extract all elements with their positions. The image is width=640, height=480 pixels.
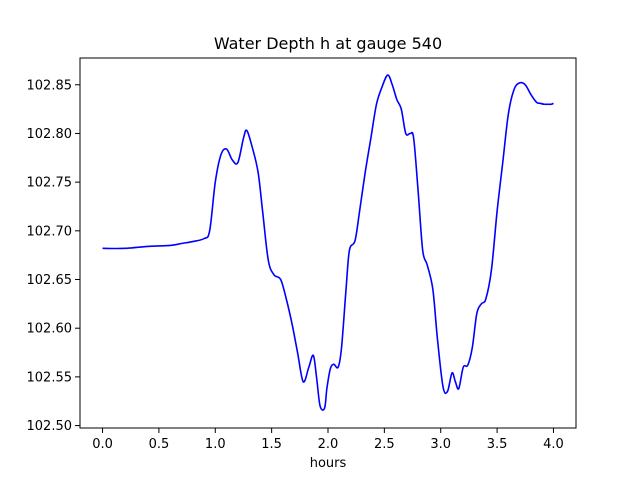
x-tick-label: 3.0 (430, 437, 451, 452)
x-tick-label: 1.0 (205, 437, 226, 452)
plot-layer (102, 74, 554, 411)
x-tick-label: 0.0 (92, 437, 113, 452)
y-tick-label: 102.55 (27, 370, 73, 385)
y-tick-label: 102.85 (27, 78, 73, 93)
x-tick-label: 0.5 (149, 437, 170, 452)
x-axis-label: hours (310, 456, 347, 471)
plot-frame (79, 57, 577, 429)
x-tick-label: 2.5 (374, 437, 395, 452)
y-tick-label: 102.75 (27, 176, 73, 191)
y-tick-label: 102.80 (27, 127, 73, 142)
x-axis: 0.0 0.5 1.0 1.5 2.0 2.5 3.0 3.5 4.0 (92, 428, 564, 452)
x-tick-label: 1.5 (261, 437, 282, 452)
x-tick-label: 2.0 (318, 437, 339, 452)
y-axis: 102.50 102.55 102.60 102.65 102.70 102.75 102.… (27, 78, 80, 434)
y-tick-label: 102.50 (27, 419, 73, 434)
y-tick-label: 102.70 (27, 224, 73, 239)
series-line (102, 74, 554, 411)
x-tick-label: 3.5 (487, 437, 508, 452)
x-tick-label: 4.0 (543, 437, 564, 452)
chart-title: Water Depth h at gauge 540 (214, 34, 442, 53)
y-tick-label: 102.65 (27, 273, 73, 288)
y-tick-label: 102.60 (27, 322, 73, 337)
